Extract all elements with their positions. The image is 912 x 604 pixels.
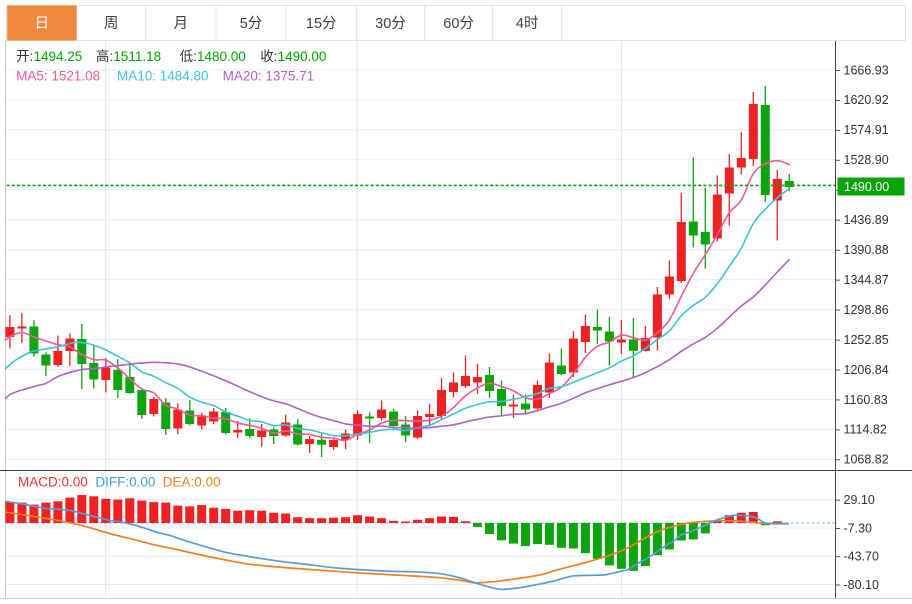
svg-text:1390.88: 1390.88 [844,243,889,257]
svg-text:1528.90: 1528.90 [844,153,889,167]
svg-text:60分: 60分 [443,15,474,32]
svg-text:DEA:0.00: DEA:0.00 [163,474,221,489]
svg-text:1114.82: 1114.82 [844,423,887,437]
svg-text:5分: 5分 [240,15,263,32]
svg-text:1494.25: 1494.25 [34,49,83,64]
svg-text:1666.93: 1666.93 [844,63,889,77]
svg-text:MA20: 1375.71: MA20: 1375.71 [223,69,315,84]
svg-text:1490.00: 1490.00 [844,180,889,194]
svg-text:低:: 低: [180,49,197,64]
svg-text:1344.87: 1344.87 [844,273,889,287]
svg-text:4时: 4时 [516,15,539,32]
svg-text:1160.83: 1160.83 [844,393,888,407]
svg-text:周: 周 [104,16,119,32]
svg-text:开:: 开: [16,49,33,64]
svg-text:收:: 收: [260,49,277,64]
svg-text:1298.86: 1298.86 [844,303,889,317]
svg-text:30分: 30分 [375,15,406,32]
svg-text:1068.82: 1068.82 [844,453,889,467]
svg-text:1206.84: 1206.84 [844,363,889,377]
svg-text:1436.89: 1436.89 [844,213,889,227]
svg-text:DIFF:0.00: DIFF:0.00 [95,474,155,489]
svg-text:MA10: 1484.80: MA10: 1484.80 [117,69,209,84]
svg-text:-7.30: -7.30 [844,521,873,535]
svg-text:-43.70: -43.70 [844,550,879,564]
svg-text:1511.18: 1511.18 [113,49,161,64]
svg-text:MACD:0.00: MACD:0.00 [18,474,88,489]
svg-text:29.10: 29.10 [844,493,875,507]
svg-text:1574.91: 1574.91 [844,123,889,137]
svg-text:1490.00: 1490.00 [278,49,327,64]
svg-text:15分: 15分 [306,15,337,32]
svg-text:高:: 高: [96,48,113,64]
svg-text:-80.10: -80.10 [844,578,879,592]
svg-text:1620.92: 1620.92 [844,93,889,107]
svg-text:1480.00: 1480.00 [197,49,246,64]
svg-text:MA5: 1521.08: MA5: 1521.08 [16,69,100,84]
svg-text:1252.85: 1252.85 [844,333,889,347]
svg-text:日: 日 [35,16,50,32]
svg-text:月: 月 [174,16,189,32]
